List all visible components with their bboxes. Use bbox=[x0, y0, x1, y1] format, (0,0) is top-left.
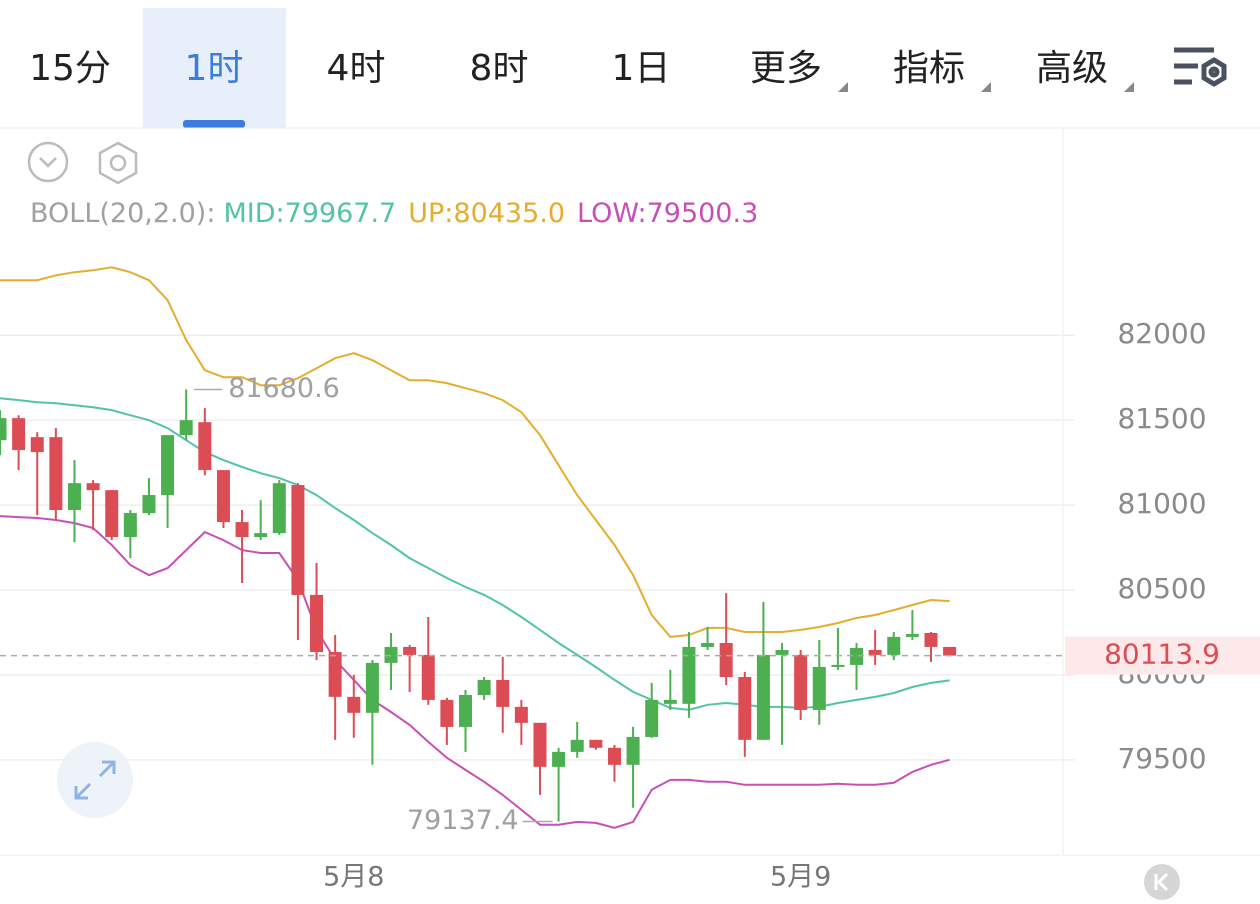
last-price-tag bbox=[1065, 636, 1260, 675]
candle-body bbox=[328, 652, 342, 697]
legend-entry: LOW:79500.3 bbox=[577, 198, 758, 229]
candle-body bbox=[570, 739, 584, 752]
candle-body bbox=[645, 699, 659, 737]
scroll-latest-button[interactable] bbox=[1144, 864, 1180, 900]
settings-icon[interactable] bbox=[1174, 47, 1227, 87]
dropdown-caret bbox=[981, 82, 991, 92]
candle-body bbox=[30, 437, 44, 453]
x-tick-label: 5月8 bbox=[323, 862, 384, 893]
candle-body bbox=[105, 490, 119, 538]
candle-body bbox=[738, 676, 752, 740]
candle-body bbox=[924, 632, 938, 647]
candle-body bbox=[775, 649, 789, 655]
candle-body bbox=[607, 747, 621, 765]
candle-body bbox=[123, 513, 137, 538]
candle-body bbox=[794, 654, 808, 710]
candle-body bbox=[142, 495, 156, 514]
candle-body bbox=[887, 636, 901, 655]
dropdown-caret bbox=[1124, 82, 1134, 92]
candle-body bbox=[216, 470, 230, 523]
tab[interactable]: 8时 bbox=[470, 48, 529, 89]
y-tick-label: 82000 bbox=[1117, 317, 1206, 350]
candle-body bbox=[67, 483, 81, 511]
candle-body bbox=[235, 522, 249, 538]
candle-body bbox=[477, 679, 491, 695]
tab[interactable]: 15分 bbox=[29, 48, 111, 89]
candle-body bbox=[552, 751, 566, 767]
legend-entry: MID:79967.7 bbox=[223, 198, 396, 229]
candle-body bbox=[868, 649, 882, 655]
tab[interactable]: 指标 bbox=[893, 48, 965, 89]
candle-body bbox=[384, 646, 398, 663]
candle-body bbox=[291, 485, 305, 595]
y-tick-label: 81500 bbox=[1117, 402, 1206, 435]
active-tab-indicator bbox=[183, 120, 245, 128]
candle-body bbox=[0, 418, 7, 441]
y-tick-label: 79500 bbox=[1117, 742, 1206, 775]
candle-body bbox=[756, 654, 770, 740]
tab[interactable]: 4时 bbox=[327, 48, 386, 89]
indicator-legend: BOLL(20,2.0): MID:79967.7 UP:80435.0 LOW:79… bbox=[30, 198, 758, 229]
candle-body bbox=[459, 694, 472, 727]
extreme-label: 81680.6 bbox=[228, 373, 340, 404]
tab[interactable]: 1时 bbox=[185, 48, 244, 89]
candle-body bbox=[496, 679, 510, 707]
candle-body bbox=[310, 594, 324, 653]
candle-body bbox=[272, 483, 286, 534]
boll-line bbox=[0, 515, 950, 829]
legend-entry: UP:80435.0 bbox=[408, 198, 565, 229]
candle-body bbox=[682, 646, 696, 704]
candle-body bbox=[812, 666, 826, 710]
candle-body bbox=[403, 646, 417, 655]
candle-body bbox=[198, 422, 212, 471]
extreme-label: 79137.4 bbox=[407, 805, 519, 836]
boll-line bbox=[0, 397, 950, 711]
dropdown-caret bbox=[838, 82, 848, 92]
candle-body bbox=[663, 699, 677, 704]
tab[interactable]: 更多 bbox=[750, 48, 822, 89]
candle-body bbox=[850, 647, 864, 665]
candle-body bbox=[254, 533, 268, 538]
candle-body bbox=[86, 483, 100, 491]
y-tick-label: 80500 bbox=[1117, 572, 1206, 605]
candle-body bbox=[589, 739, 603, 748]
tab[interactable]: 高级 bbox=[1036, 48, 1108, 89]
fullscreen-button[interactable] bbox=[57, 742, 133, 818]
indicator-settings-button[interactable] bbox=[98, 141, 138, 185]
candle-body bbox=[719, 643, 733, 677]
candle-body bbox=[943, 646, 957, 656]
candle-body bbox=[49, 437, 63, 511]
collapse-button[interactable] bbox=[27, 141, 69, 183]
candle-body bbox=[347, 696, 361, 713]
candle-body bbox=[440, 699, 454, 727]
tab[interactable]: 1日 bbox=[612, 48, 671, 89]
plot bbox=[0, 266, 1075, 829]
candle-body bbox=[905, 634, 919, 637]
y-tick-label: 81000 bbox=[1117, 487, 1206, 520]
scroll-latest-icon bbox=[1154, 872, 1169, 892]
candle-body bbox=[514, 706, 528, 723]
fullscreen-icon bbox=[74, 760, 116, 800]
active-tab-bg bbox=[143, 8, 286, 128]
indicator-label: BOLL(20,2.0): bbox=[30, 198, 215, 229]
candle-body bbox=[626, 736, 640, 765]
boll-line bbox=[0, 266, 950, 638]
candle-body bbox=[179, 420, 193, 436]
candle-body bbox=[421, 654, 435, 700]
candle-body bbox=[701, 643, 715, 647]
collapse-arrow bbox=[39, 157, 57, 168]
candle-body bbox=[831, 664, 845, 667]
candle-body bbox=[365, 662, 379, 713]
candle-body bbox=[161, 435, 175, 496]
last-price-label: 80113.9 bbox=[1104, 638, 1220, 671]
candle-body bbox=[533, 722, 547, 767]
x-tick-label: 5月9 bbox=[770, 862, 831, 893]
candle-body bbox=[12, 418, 26, 451]
